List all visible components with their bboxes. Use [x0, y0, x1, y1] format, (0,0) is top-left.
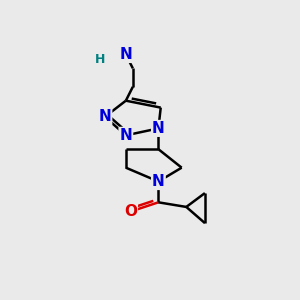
Text: H: H	[95, 52, 106, 66]
Text: N: N	[119, 47, 132, 62]
Text: N: N	[152, 121, 165, 136]
Text: O: O	[124, 204, 137, 219]
Text: N: N	[152, 174, 165, 189]
Text: N: N	[98, 109, 111, 124]
Text: N: N	[119, 128, 132, 143]
